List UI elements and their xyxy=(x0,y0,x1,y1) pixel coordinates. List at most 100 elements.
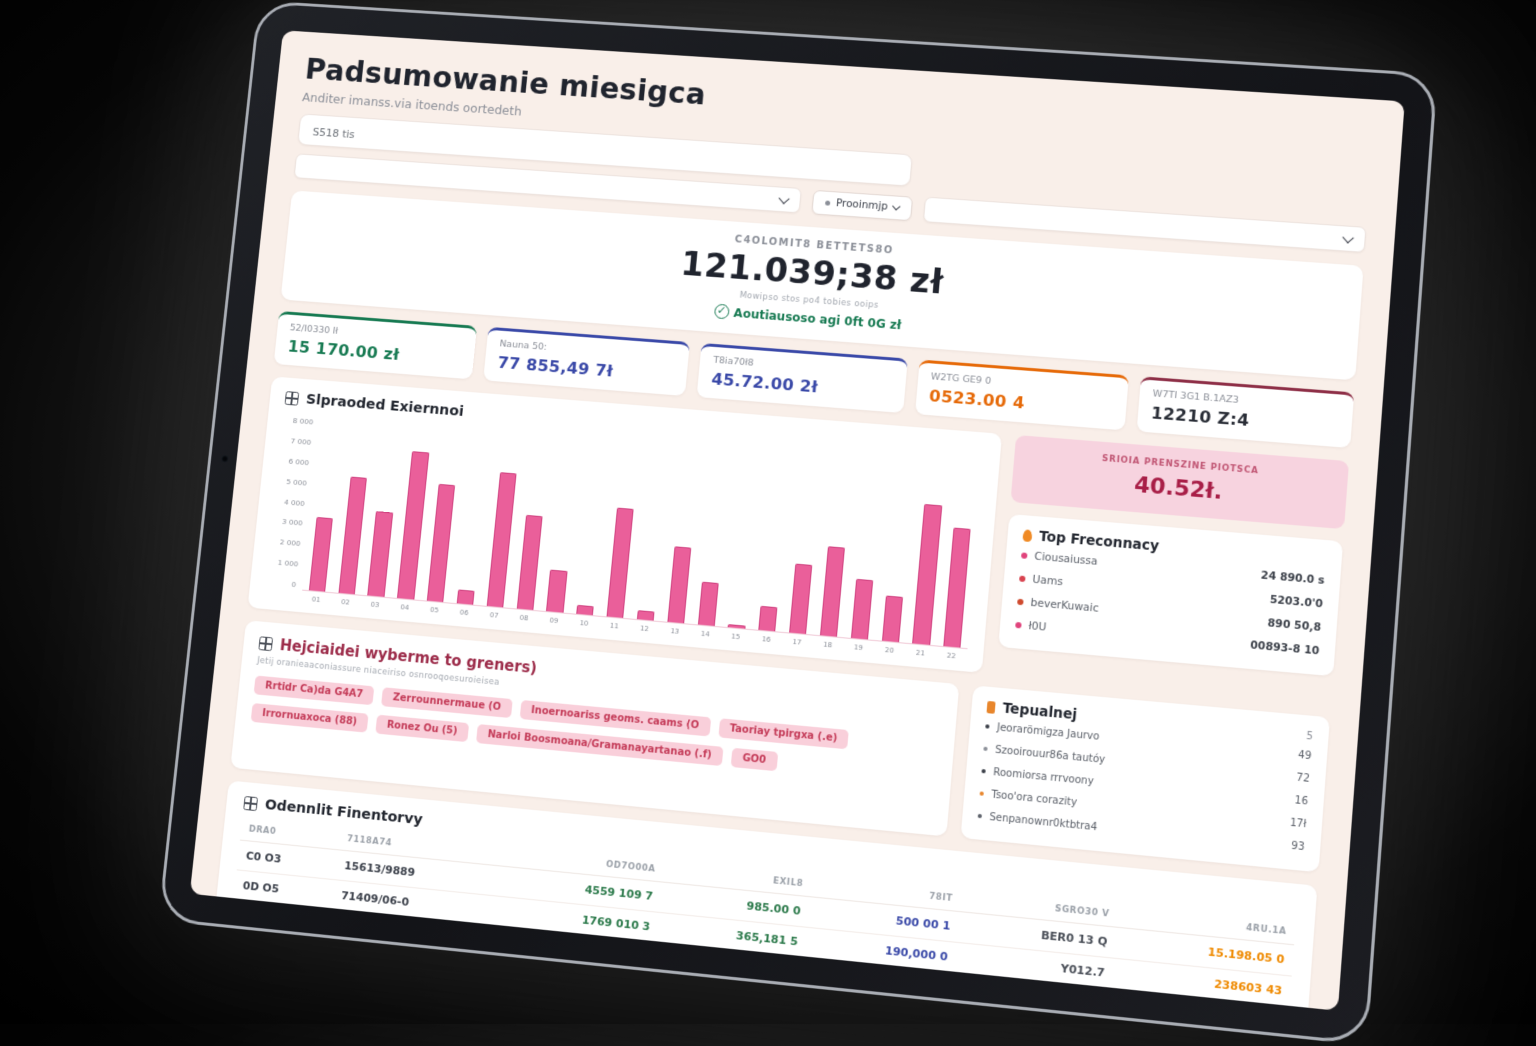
bullet-icon xyxy=(983,746,989,752)
y-tick-label: 3 000 xyxy=(281,517,303,528)
x-tick-label: 03 xyxy=(370,600,380,610)
x-tick-label: 10 xyxy=(579,619,589,628)
bar xyxy=(367,511,393,597)
x-tick-label: 21 xyxy=(915,648,926,658)
x-tick-label: 16 xyxy=(761,635,772,644)
top-product-value: 00893-8 10 xyxy=(1249,638,1320,657)
bullet-icon xyxy=(981,769,987,774)
category-value: 49 xyxy=(1297,749,1312,762)
stat-card: 52/I0330 Ił 15 170.00 zł xyxy=(273,310,478,380)
top-product-label: ł0U xyxy=(1028,619,1047,634)
stat-card: T8ia70ł8 45.72.00 2ł xyxy=(696,343,908,414)
x-tick-label: 14 xyxy=(700,629,710,639)
filter-dot-icon xyxy=(824,199,831,206)
flame-icon xyxy=(1022,529,1033,543)
x-tick-label: 17 xyxy=(792,637,802,647)
x-tick-label: 02 xyxy=(340,598,351,607)
stat-card: W2TG GE9 0 0523.00 4 xyxy=(914,359,1129,431)
bullet-icon xyxy=(1017,598,1024,605)
bar xyxy=(727,624,746,629)
x-tick-label: 04 xyxy=(399,603,410,612)
y-tick-label: 1 000 xyxy=(277,558,299,569)
x-tick-label: 11 xyxy=(609,621,619,631)
bar xyxy=(606,507,634,618)
top-product-label: Ciousaiussa xyxy=(1033,549,1099,568)
x-tick-label: 18 xyxy=(822,640,833,650)
x-tick-label: 12 xyxy=(639,624,650,634)
calendar-grid-icon xyxy=(284,391,300,406)
bar xyxy=(308,517,333,592)
stat-card: W7TI 3G1 B.1AZ3 12210 Z:4 xyxy=(1136,376,1355,449)
top-products-panel: Top Freconnacy Ciousaiussa 24 890.0 s Uams… xyxy=(998,513,1344,677)
tablet-device: Padsumowanie miesigca Anditer imanss.via… xyxy=(157,0,1438,1046)
top-product-name: beverKuwaic xyxy=(1017,595,1099,614)
chevron-down-icon xyxy=(892,202,901,211)
front-camera xyxy=(221,455,229,463)
x-tick-label: 07 xyxy=(489,611,499,620)
bar xyxy=(758,605,778,632)
bar xyxy=(636,609,655,621)
bar xyxy=(697,581,719,626)
tag-pill[interactable]: Zerrounnermaue (O xyxy=(381,687,513,719)
bullet-icon xyxy=(1015,621,1022,628)
x-tick-label: 19 xyxy=(853,643,864,653)
shield-check-icon: ✓ xyxy=(713,303,730,320)
x-tick-label: 13 xyxy=(670,627,680,636)
daily-average-box: SRIOIA PRENSZINE PIOTSCA 40.52ł. xyxy=(1010,434,1350,530)
tag-pill[interactable]: Taoriay tpirgxa (.e) xyxy=(717,718,850,750)
category-value: 17ł xyxy=(1289,816,1307,830)
x-tick-label: 22 xyxy=(946,651,957,661)
tag-pill[interactable]: Rrtidr Ca)da G4A7 xyxy=(253,675,375,706)
top-product-label: beverKuwaic xyxy=(1030,596,1100,615)
bar xyxy=(850,578,874,640)
category-value: 72 xyxy=(1295,771,1311,785)
top-product-name: Uams xyxy=(1019,572,1063,588)
chevron-down-icon xyxy=(778,192,790,204)
y-tick-label: 7 000 xyxy=(290,436,312,447)
right-column: SRIOIA PRENSZINE PIOTSCA 40.52ł. Top Fre… xyxy=(996,434,1350,704)
x-tick-label: 01 xyxy=(311,595,321,605)
y-tick-label: 5 000 xyxy=(285,476,308,488)
category-value: 16 xyxy=(1294,794,1309,808)
stat-card: Nauna 50: 77 855,49 7ł xyxy=(483,326,691,397)
bar xyxy=(881,595,903,643)
filter-button[interactable]: Prooinmjp xyxy=(811,189,914,221)
top-product-label: Uams xyxy=(1032,573,1064,588)
bullet-icon xyxy=(985,724,991,729)
x-tick-label: 09 xyxy=(549,616,559,626)
x-tick-label: 06 xyxy=(459,608,469,618)
bullet-icon xyxy=(978,813,983,819)
bar xyxy=(943,527,972,648)
y-tick-label: 8 000 xyxy=(292,416,314,427)
top-product-name: Ciousaiussa xyxy=(1021,549,1098,567)
bar xyxy=(456,589,475,605)
tablet-bezel: Padsumowanie miesigca Anditer imanss.via… xyxy=(157,0,1438,1046)
tag-pill[interactable]: Ronez Ou (5) xyxy=(375,714,470,743)
y-tick-label: 4 000 xyxy=(283,497,306,508)
category-name: Senpanownr0ktbtra4 xyxy=(978,810,1098,833)
x-tick-label: 15 xyxy=(730,632,741,642)
x-tick-label: 08 xyxy=(519,613,529,623)
tag-pill[interactable]: Irrornuaxoca (88) xyxy=(250,703,369,733)
x-tick-label: 05 xyxy=(429,605,440,615)
bar xyxy=(819,546,846,637)
bar xyxy=(667,546,692,624)
filter-button-label: Prooinmjp xyxy=(835,197,889,213)
bar xyxy=(576,604,595,616)
chart-plot: 01 02 03 04 05 06 07 08 09 10 11 12 13 14 15 16 17 18 19 20… xyxy=(301,418,983,661)
bar xyxy=(516,515,543,610)
top-product-name: ł0U xyxy=(1015,618,1047,633)
bullet-icon xyxy=(979,791,985,796)
tag-pill[interactable]: GO0 xyxy=(730,747,778,772)
categories-panel: Tepualnej 5 Jeorarömigza Jaurvo 49 Szooiro… xyxy=(960,685,1331,873)
chevron-down-icon xyxy=(1342,231,1355,243)
category-value: 93 xyxy=(1290,840,1305,853)
table-icon xyxy=(243,795,259,812)
categories-count: 5 xyxy=(1305,730,1314,743)
bullet-icon xyxy=(1021,551,1028,559)
bar xyxy=(789,563,813,635)
bookmark-icon xyxy=(986,700,997,714)
sales-chart-card: Slpraoded Exiernnoi 8 000 7 000 6 000 5 000… xyxy=(247,376,1003,673)
top-product-value: 890 50,8 xyxy=(1267,616,1322,634)
dashboard-screen: Padsumowanie miesigca Anditer imanss.via… xyxy=(189,30,1405,1011)
